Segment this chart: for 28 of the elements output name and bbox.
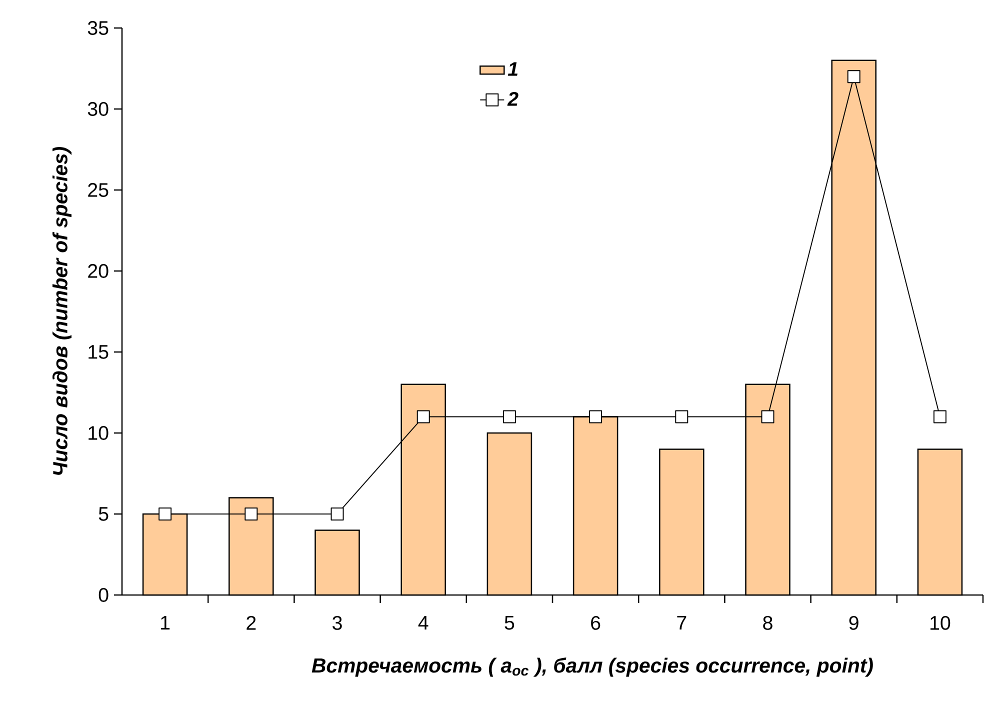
y-tick-label: 25 [88,183,108,197]
x-tick-label: 3 [332,616,342,630]
y-tick-label: 30 [88,102,108,116]
point [244,508,258,520]
point [847,70,860,84]
legend-label: 2 [507,92,518,106]
x-tick-label: 9 [849,616,858,630]
x-tick-label: 8 [763,616,772,630]
y-axis-title: Число видов (number of species) [52,146,72,475]
x-axis-title: Встречаемость ( a$_{oc}$ ), балл (species occurrence, point) [312,658,873,677]
y-tick-label: 0 [98,588,108,602]
legend-label: 1 [508,62,518,76]
point [589,410,602,424]
x-tick-label: 7 [677,616,686,630]
x-tick-label: 2 [246,616,256,630]
y-tick-label: 15 [88,345,108,359]
y-tick-label: 20 [88,264,108,278]
y-tick-label: 5 [98,507,108,521]
point [416,410,430,424]
y-tick-label: 35 [88,21,108,35]
x-tick-label: 1 [161,616,170,630]
point [761,410,774,424]
x-tick-label: 5 [504,616,514,630]
x-tick-label: 4 [418,616,428,630]
y-tick-label: 10 [88,426,108,440]
x-tick-label: 10 [930,616,950,630]
x-tick-label: 6 [591,616,600,630]
point [158,508,172,520]
